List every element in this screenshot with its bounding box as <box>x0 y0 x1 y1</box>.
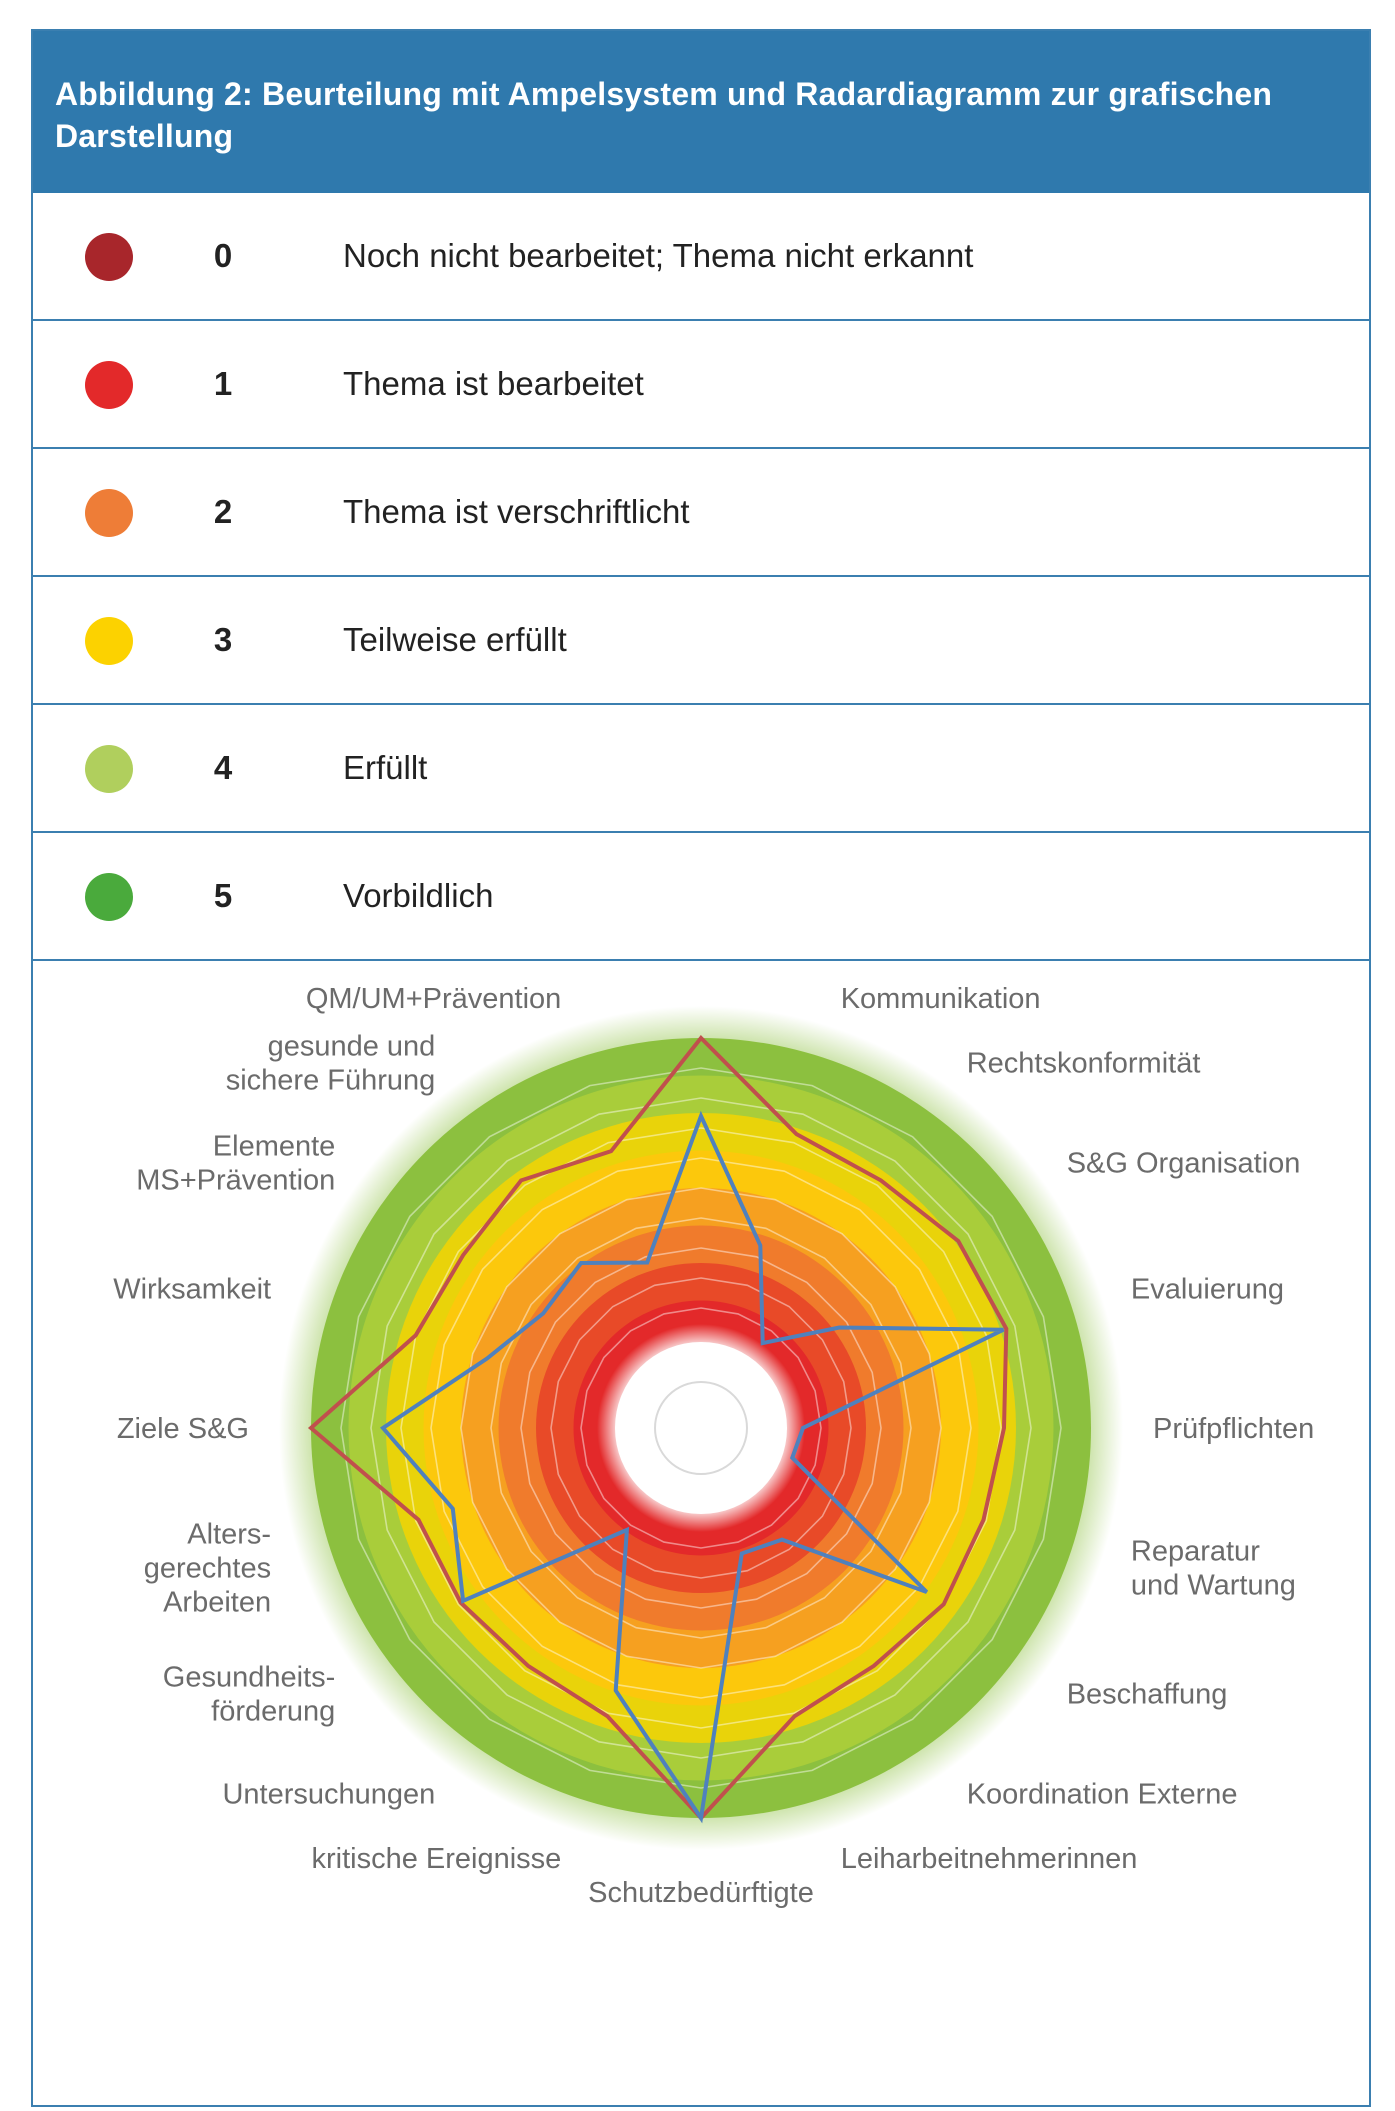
legend-value: 5 <box>213 877 233 914</box>
legend-row: 1 Thema ist bearbeitet <box>33 321 1369 449</box>
radar-axis-label: Untersuchungen <box>222 1779 435 1811</box>
legend-label: Noch nicht bearbeitet; Thema nicht erkan… <box>343 237 974 274</box>
legend-label: Teilweise erfüllt <box>343 621 567 658</box>
legend-row: 5 Vorbildlich <box>33 833 1369 961</box>
radar-axis-label-line: gesunde und <box>268 1030 436 1062</box>
legend-dot-2 <box>85 489 133 537</box>
legend-value: 3 <box>213 621 233 658</box>
radar-axis-label-line: Elemente <box>213 1130 336 1162</box>
legend-value: 2 <box>213 493 233 530</box>
radar-axis-label: Prüfpflichten <box>1153 1413 1314 1445</box>
radar-axis-label-line: Evaluierung <box>1131 1273 1284 1305</box>
radar-axis-labels: PräventionskulturKommunikationRechtskonf… <box>113 943 1314 1909</box>
radar-axis-label-line: Beschaffung <box>1067 1679 1228 1711</box>
radar-axis-label: Koordination Externe <box>967 1779 1238 1811</box>
radar-background <box>279 1006 1123 1850</box>
radar-axis-label: QM/UM+Prävention <box>306 983 561 1015</box>
radar-axis-label-line: S&G Organisation <box>1067 1147 1301 1179</box>
radar-gridline <box>580 1307 822 1549</box>
legend-label: Erfüllt <box>343 749 428 786</box>
radar-axis-label-line: Reparatur <box>1131 1536 1260 1568</box>
radar-series <box>307 1034 1009 1824</box>
legend-label: Thema ist verschriftlicht <box>343 493 690 530</box>
radar-axis-label-line: Arbeiten <box>163 1587 271 1619</box>
radar-gridline <box>520 1247 882 1609</box>
radar-axis-label-line: Schutzbedürftigte <box>588 1877 814 1909</box>
legend-row: 4 Erfüllt <box>33 705 1369 833</box>
radar-axis-label: Alters-gerechtes Arbeiten <box>144 1519 271 1619</box>
radar-axis-label-line: sichere Führung <box>226 1064 436 1096</box>
radar-axis-label-line: Ziele S&G <box>117 1413 249 1445</box>
radar-chart-area: PräventionskulturKommunikationRechtskonf… <box>33 943 1369 2103</box>
radar-axis-label-line: Wirksamkeit <box>113 1273 271 1305</box>
figure-header: Abbildung 2: Beurteilung mit Ampelsystem… <box>33 31 1369 193</box>
radar-axis-label: Evaluierung <box>1131 1273 1284 1305</box>
radar-axis-label-line: Rechtskonformität <box>967 1047 1201 1079</box>
radar-axis-label: Leiharbeitnehmerinnen <box>841 1843 1138 1875</box>
radar-axis-label-line: Gesundheits- <box>163 1662 336 1694</box>
legend-value: 4 <box>213 749 233 786</box>
radar-axis-label-line: gerechtes <box>144 1553 271 1585</box>
radar-center-ring <box>654 1381 748 1475</box>
radar-axis-label: Ziele S&G <box>117 1413 249 1445</box>
radar-axis-label: S&G Organisation <box>1067 1147 1301 1179</box>
radar-axis-label-line: kritische Ereignisse <box>311 1843 561 1875</box>
radar-axis-label-line: Prüfpflichten <box>1153 1413 1314 1445</box>
radar-axis-label-line: Alters- <box>187 1519 271 1551</box>
radar-gridline <box>490 1217 912 1639</box>
legend-row: 3 Teilweise erfüllt <box>33 577 1369 705</box>
radar-grid <box>340 1067 1062 1789</box>
radar-axis-label: Reparatur und Wartung <box>1131 1536 1296 1602</box>
legend-dot-5 <box>85 873 133 921</box>
legend-dot-3 <box>85 617 133 665</box>
radar-gridline <box>340 1067 1062 1789</box>
radar-axis-label-line: und Wartung <box>1131 1570 1296 1602</box>
radar-axis-label-line: QM/UM+Prävention <box>306 983 561 1015</box>
radar-axis-label: Gesundheits-förderung <box>163 1662 336 1728</box>
legend-row: 2 Thema ist verschriftlicht <box>33 449 1369 577</box>
radar-axis-label-line: Leiharbeitnehmerinnen <box>841 1843 1138 1875</box>
radar-axis-label: Elemente MS+Prävention <box>136 1130 335 1196</box>
legend-value: 0 <box>213 237 233 274</box>
radar-gridline <box>400 1127 1002 1729</box>
legend-value: 1 <box>213 365 233 402</box>
radar-axis-label: Wirksamkeit <box>113 1273 271 1305</box>
radar-axis-label-line: MS+Prävention <box>136 1164 335 1196</box>
radar-axis-label: Schutzbedürftigte <box>588 1877 814 1909</box>
radar-axis-label-line: förderung <box>211 1696 335 1728</box>
radar-gridline <box>370 1097 1032 1759</box>
legend-dot-1 <box>85 361 133 409</box>
radar-axis-label: Beschaffung <box>1067 1679 1228 1711</box>
radar-gridline <box>550 1277 852 1579</box>
radar-axis-label-line: Untersuchungen <box>222 1779 435 1811</box>
legend-row: 0 Noch nicht bearbeitet; Thema nicht erk… <box>33 193 1369 321</box>
radar-axis-label: Rechtskonformität <box>967 1047 1201 1079</box>
radar-center <box>615 1342 787 1514</box>
figure-title: Abbildung 2: Beurteilung mit Ampelsystem… <box>55 76 1273 154</box>
radar-axis-label: Kommunikation <box>841 983 1041 1015</box>
figure-frame: Abbildung 2: Beurteilung mit Ampelsystem… <box>31 29 1371 2107</box>
legend-label: Vorbildlich <box>343 877 494 914</box>
radar-axis-label: gesunde und sichere Führung <box>226 1030 436 1096</box>
legend-label: Thema ist bearbeitet <box>343 365 644 402</box>
radar-axis-label-line: Kommunikation <box>841 983 1041 1015</box>
radar-series-line-1 <box>380 1110 1005 1824</box>
radar-gridline <box>460 1187 942 1669</box>
radar-axis-label-line: Koordination Externe <box>967 1779 1238 1811</box>
legend-dot-0 <box>85 233 133 281</box>
radar-gridline <box>430 1157 972 1699</box>
radar-axis-label: kritische Ereignisse <box>311 1843 561 1875</box>
radar-chart: PräventionskulturKommunikationRechtskonf… <box>113 943 1314 1909</box>
legend-dot-4 <box>85 745 133 793</box>
